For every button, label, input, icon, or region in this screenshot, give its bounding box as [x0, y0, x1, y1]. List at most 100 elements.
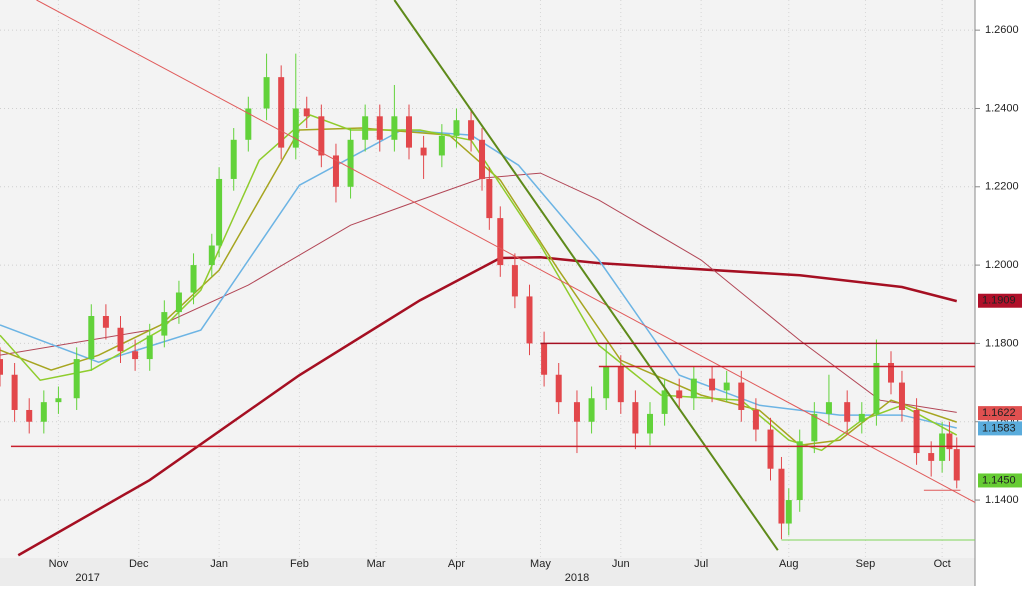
- trend-line: [393, 0, 779, 551]
- candle-body: [175, 292, 182, 313]
- candle-body: [617, 366, 624, 403]
- candle-body: [376, 116, 383, 140]
- x-tick-label: Nov: [49, 558, 69, 570]
- year-label: 2018: [565, 572, 589, 584]
- candle-body: [102, 316, 109, 328]
- candle-body: [486, 178, 493, 219]
- candle-body: [526, 296, 533, 344]
- year-label: 2017: [75, 572, 99, 584]
- candle-body: [40, 402, 47, 422]
- candle-body: [778, 468, 785, 524]
- x-tick-label: Jan: [210, 558, 228, 570]
- candle-body: [0, 359, 3, 375]
- candle-body: [132, 351, 139, 360]
- candle-body: [420, 147, 427, 156]
- y-tick-label: 1.1800: [985, 337, 1019, 349]
- candle-body: [661, 390, 668, 414]
- y-tick-label: 1.2200: [985, 181, 1019, 193]
- candle-body: [888, 362, 895, 383]
- value-tag: [978, 473, 1022, 488]
- candle-body: [632, 402, 639, 434]
- candle-body: [811, 413, 818, 442]
- x-tick-label: Aug: [779, 558, 799, 570]
- moving-average-line: [0, 127, 957, 447]
- candle-body: [541, 343, 548, 375]
- value-tag: [978, 421, 1022, 436]
- candle-body: [946, 433, 953, 450]
- x-tick-label: Feb: [290, 558, 309, 570]
- candle-body: [479, 139, 486, 179]
- candle-body: [898, 382, 905, 410]
- candle-body: [690, 378, 697, 399]
- candle-body: [858, 413, 865, 422]
- candle-body: [438, 135, 445, 156]
- x-tick-label: Oct: [934, 558, 951, 570]
- candle-body: [928, 453, 935, 461]
- value-tag-label: 1.1450: [982, 474, 1016, 486]
- x-tick-label: Jun: [612, 558, 630, 570]
- x-tick-label: May: [530, 558, 551, 570]
- candle-body: [603, 366, 610, 399]
- candle-body: [796, 441, 803, 501]
- candle-body: [347, 139, 354, 187]
- y-tick-label: 1.1400: [985, 494, 1019, 506]
- candle-body: [453, 120, 460, 136]
- candle-body: [73, 359, 80, 399]
- candle-body: [844, 402, 851, 422]
- candle-body: [362, 116, 369, 140]
- candle-body: [230, 139, 237, 179]
- candle-body: [208, 245, 215, 266]
- candle-body: [391, 116, 398, 140]
- candle-body: [292, 108, 299, 148]
- candle-body: [245, 108, 252, 140]
- x-tick-label: Dec: [129, 558, 149, 570]
- candle-body: [709, 378, 716, 391]
- x-tick-label: Mar: [367, 558, 386, 570]
- candle-body: [825, 402, 832, 414]
- candle-body: [263, 77, 270, 109]
- moving-average-line: [0, 129, 957, 429]
- candle-body: [88, 316, 95, 360]
- candle-body: [468, 120, 475, 140]
- candle-body: [55, 398, 62, 403]
- candle-body: [676, 390, 683, 399]
- candle-body: [573, 402, 580, 422]
- candle-body: [939, 433, 946, 461]
- x-axis-band: [0, 558, 975, 586]
- y-tick-label: 1.2000: [985, 259, 1019, 271]
- candle-body: [26, 409, 33, 422]
- candle-body: [318, 116, 325, 156]
- candle-body: [161, 312, 168, 336]
- moving-average-line: [17, 256, 958, 557]
- candle-body: [146, 335, 153, 360]
- candle-body: [723, 382, 730, 391]
- candle-body: [738, 382, 745, 410]
- y-tick-label: 1.2400: [985, 102, 1019, 114]
- moving-average-line: [0, 172, 957, 413]
- candle-body: [647, 413, 653, 434]
- candle-body: [767, 429, 774, 469]
- candle-body: [190, 265, 197, 293]
- y-tick-label: 1.2600: [985, 24, 1019, 36]
- candle-body: [588, 398, 595, 422]
- candle-body: [497, 218, 504, 266]
- candle-body: [913, 409, 920, 454]
- candle-body: [785, 500, 792, 524]
- candle-body: [405, 116, 412, 148]
- value-tag: [978, 406, 1022, 421]
- value-tag-label: 1.1622: [982, 407, 1016, 419]
- x-tick-label: Jul: [694, 558, 708, 570]
- candle-body: [511, 265, 518, 297]
- candle-body: [555, 374, 562, 403]
- candle-body: [953, 449, 960, 481]
- trend-line: [36, 0, 976, 503]
- candle-body: [278, 77, 285, 148]
- value-tag-label: 1.1583: [982, 422, 1016, 434]
- candle-body: [117, 327, 124, 352]
- candle-body: [11, 374, 18, 410]
- x-tick-label: Sep: [856, 558, 876, 570]
- x-tick-label: Apr: [448, 558, 465, 570]
- candle-body: [332, 155, 339, 187]
- value-tag-label: 1.1909: [982, 295, 1016, 307]
